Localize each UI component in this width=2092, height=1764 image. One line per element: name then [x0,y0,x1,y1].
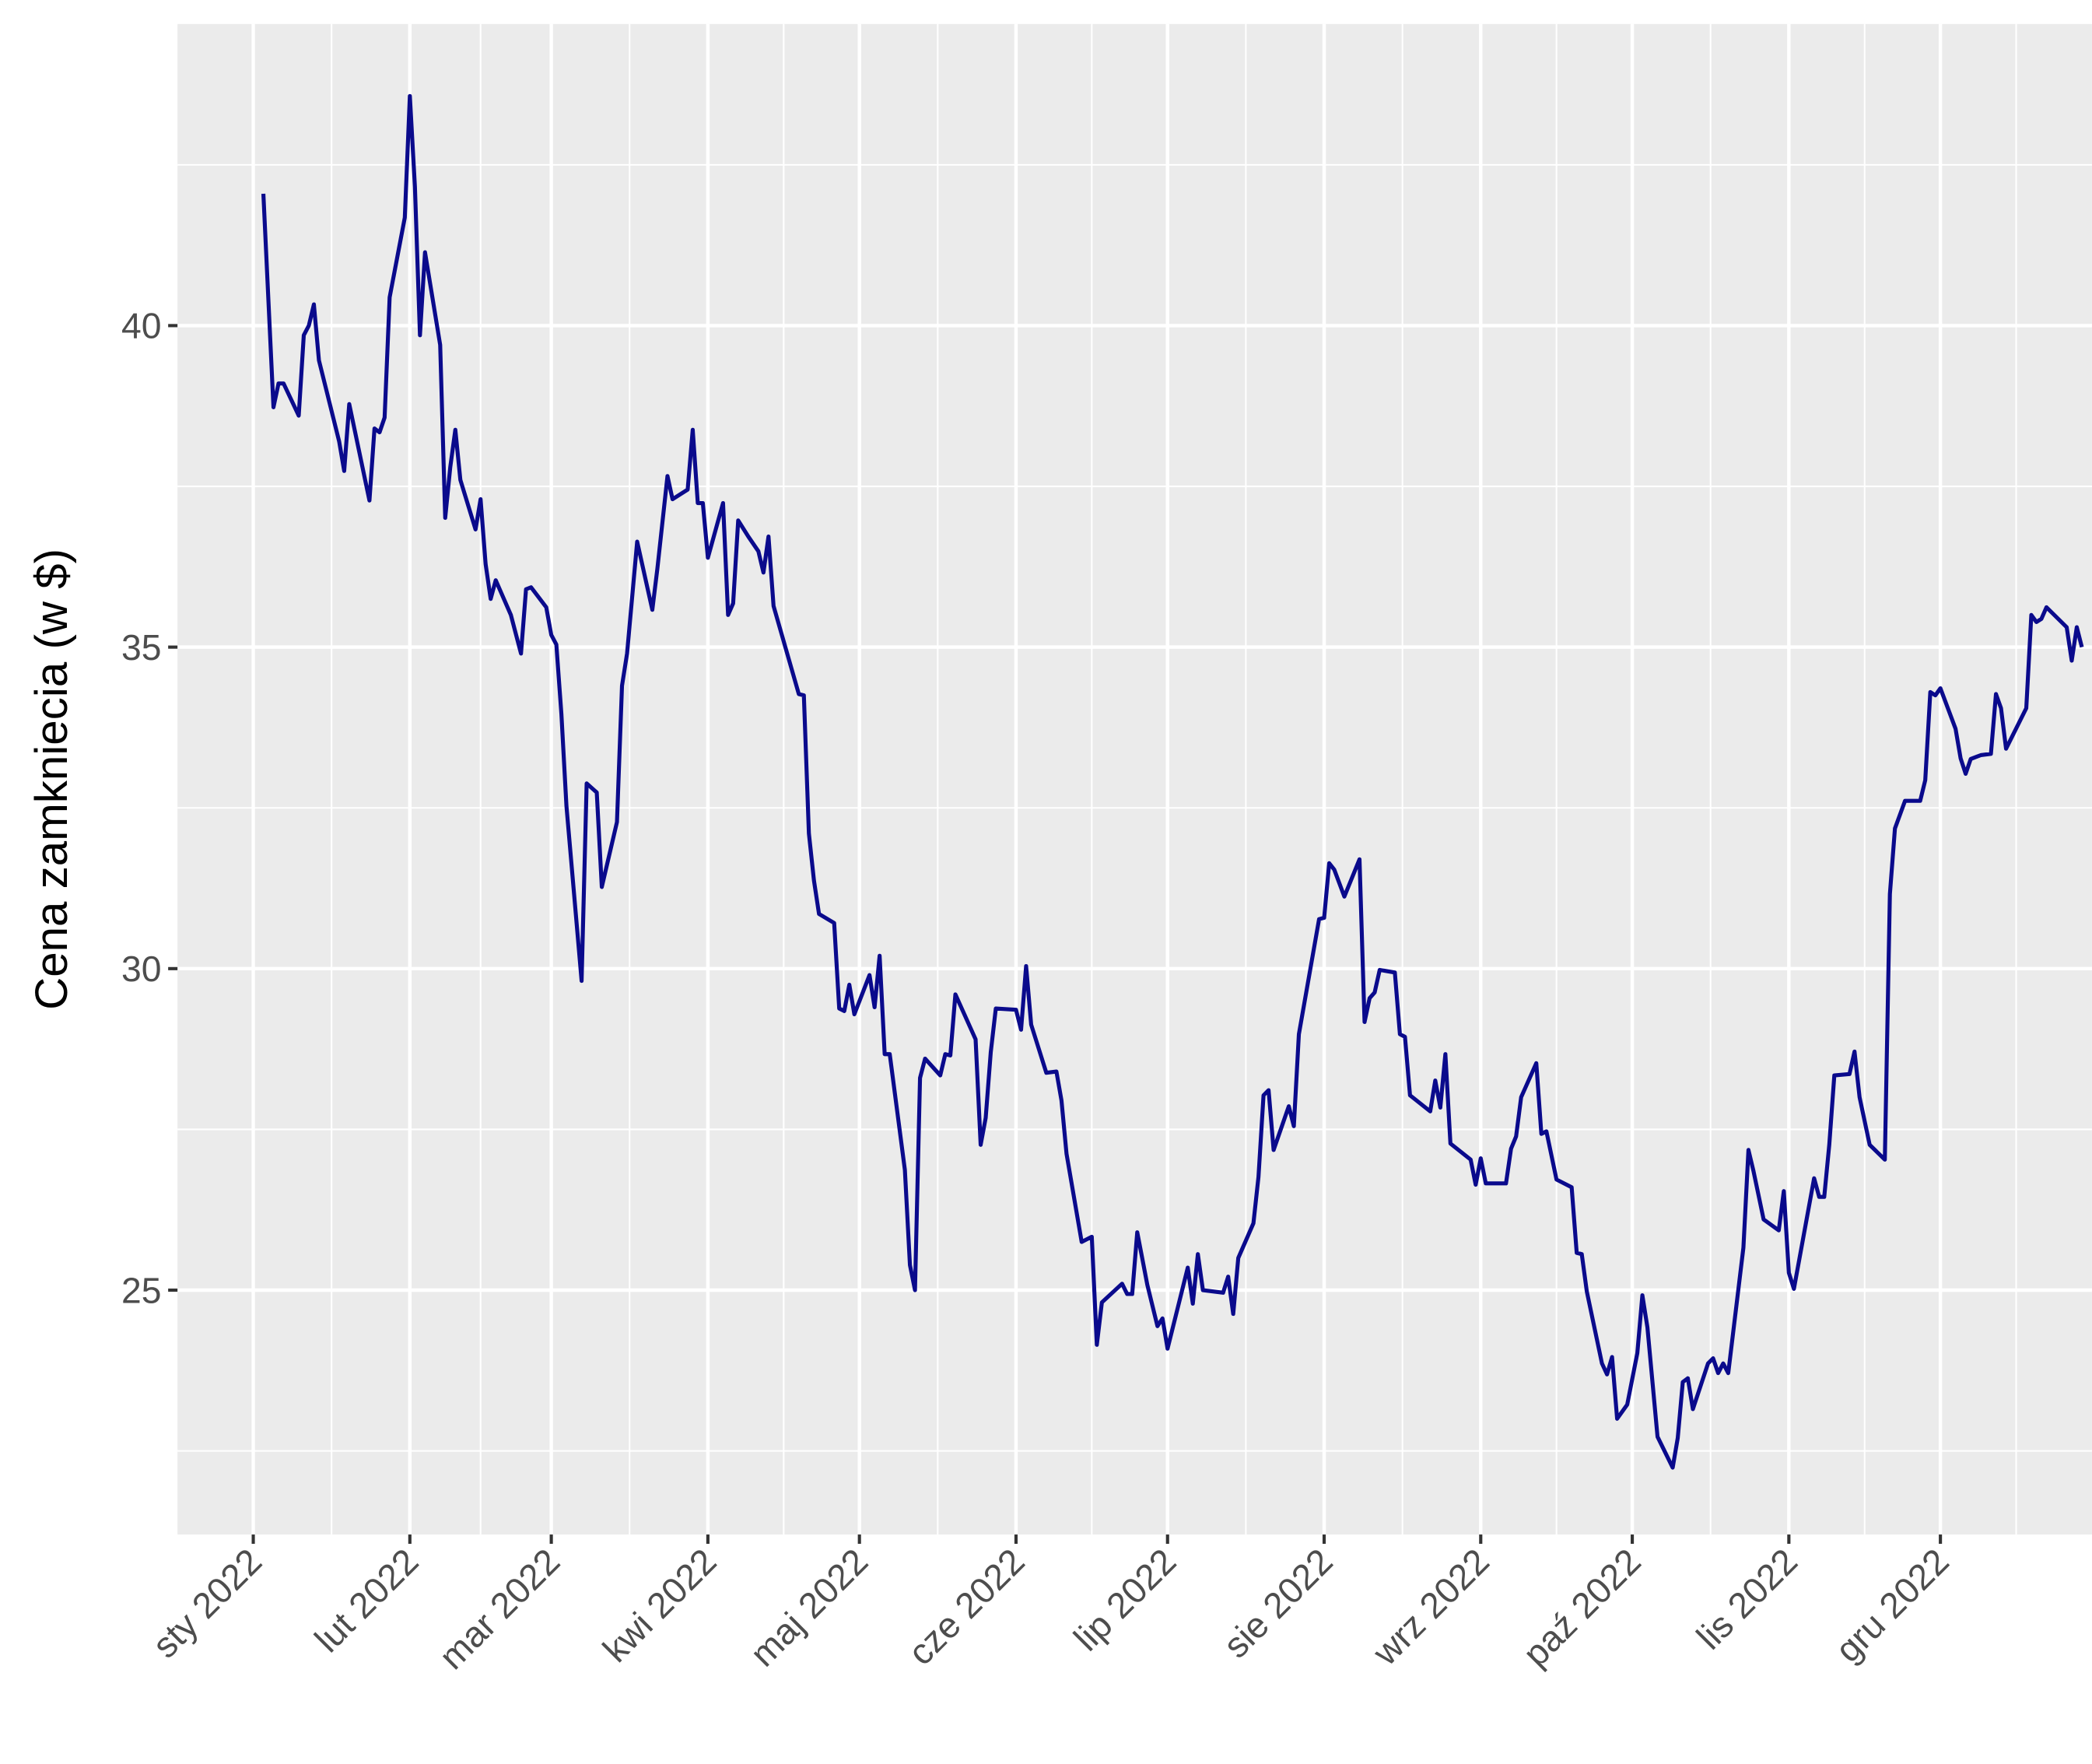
x-tick-label: sty 2022 [145,1541,270,1666]
x-tick-label: paź 2022 [1515,1541,1648,1674]
x-tick-label: mar 2022 [431,1541,567,1677]
y-tick-label: 30 [121,949,162,989]
y-axis-title: Cena zamkniecia (w $) [26,549,77,1010]
x-tick-label: maj 2022 [742,1541,875,1674]
price-line [261,93,2084,1470]
x-tick-label: wrz 2022 [1365,1541,1497,1673]
x-tick-label: kwi 2022 [595,1541,724,1670]
y-tick-label: 25 [121,1270,162,1310]
x-tick-label: cze 2022 [900,1541,1032,1673]
y-tick-label: 40 [121,306,162,346]
x-tick-label: gru 2022 [1827,1541,1957,1670]
x-tick-label: lip 2022 [1066,1541,1183,1658]
x-tick-label: sie 2022 [1215,1541,1340,1666]
y-tick-label: 35 [121,627,162,668]
x-tick-label: lut 2022 [307,1541,426,1660]
x-tick-label: lis 2022 [1689,1541,1806,1657]
plot-panel [177,23,2092,1535]
